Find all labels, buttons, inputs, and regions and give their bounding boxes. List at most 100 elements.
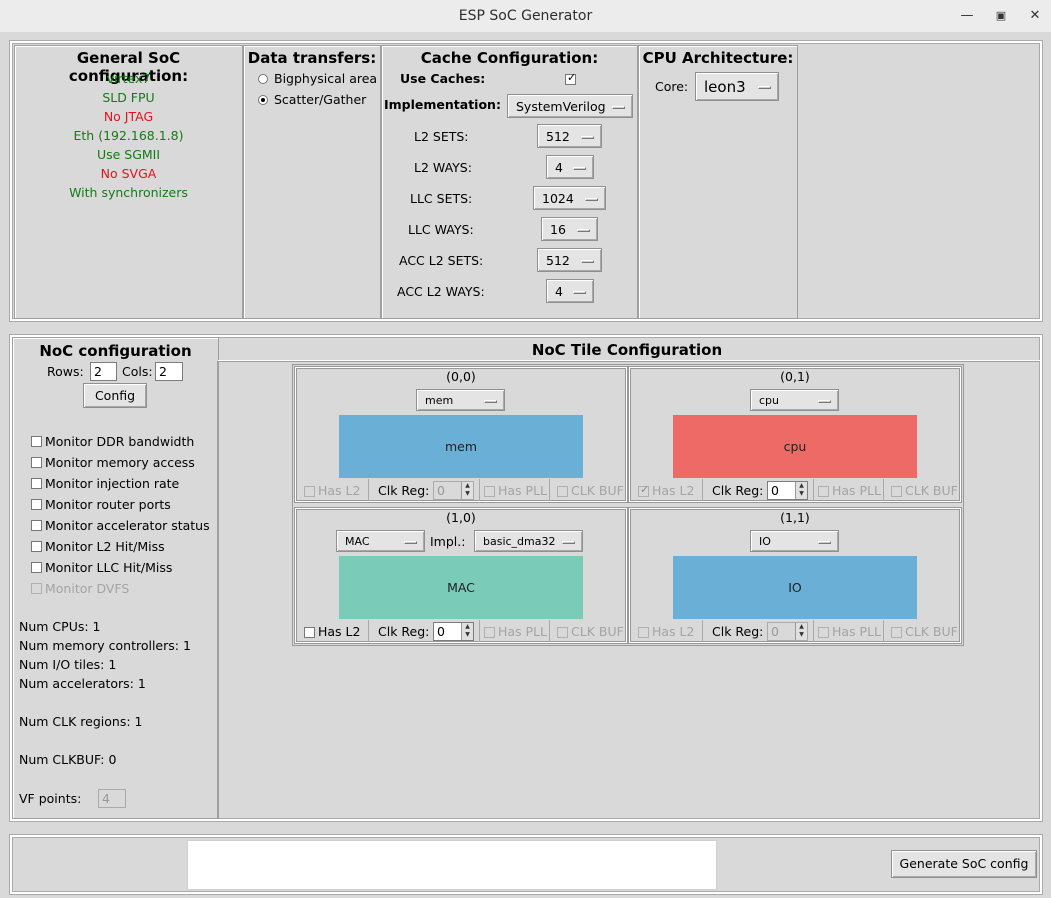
clk-reg-value: 0 (771, 624, 779, 639)
general-config-item: No JTAG (103, 109, 154, 124)
clk-reg-spinbox[interactable]: 0 ▲ ▼ (433, 622, 474, 641)
core-menu[interactable]: leon3 (695, 72, 779, 101)
general-config-panel: General SoC configuration: virtex7 SLD FP… (14, 45, 243, 319)
has-l2-label[interactable]: Has L2 (318, 624, 361, 639)
chevron-down-icon (562, 541, 575, 544)
chevron-down-icon (404, 541, 417, 544)
check-icon: ✓ (640, 483, 650, 496)
monitor-label[interactable]: Monitor accelerator status (45, 518, 210, 533)
tile-type-menu[interactable]: cpu (750, 389, 839, 411)
chevron-down-icon (818, 400, 831, 403)
monitor-checkbox[interactable] (31, 541, 42, 552)
monitor-label[interactable]: Monitor router ports (45, 497, 171, 512)
tile-config-title: NoC Tile Configuration (531, 341, 723, 359)
separator (479, 620, 480, 642)
rows-label: Rows: (47, 364, 84, 379)
window-title: ESP SoC Generator (458, 8, 593, 24)
spin-arrows-icon[interactable]: ▲ ▼ (795, 482, 807, 499)
implementation-menu[interactable]: SystemVerilog (507, 94, 633, 118)
tile-type-menu[interactable]: IO (750, 530, 839, 552)
monitor-checkbox[interactable] (31, 499, 42, 510)
l2-sets-label: L2 SETS: (414, 129, 469, 144)
radio-bigphysical-label[interactable]: Bigphysical area (274, 71, 378, 86)
general-config-item: Eth (192.168.1.8) (73, 128, 184, 143)
clk-buf-label: CLK BUF (905, 624, 958, 639)
has-pll-label: Has PLL (832, 624, 882, 639)
monitor-label[interactable]: Monitor LLC Hit/Miss (45, 560, 173, 575)
llc-sets-label: LLC SETS: (410, 191, 473, 206)
radio-scatter-gather-label[interactable]: Scatter/Gather (274, 92, 367, 107)
tile-impl-menu[interactable]: basic_dma32 (474, 530, 583, 552)
tile-io: (1,1) IO IO Has L2 Clk Reg: 0 ▲ ▼ Has PLL CLK BUF (628, 507, 962, 644)
monitor-label[interactable]: Monitor L2 Hit/Miss (45, 539, 165, 554)
monitor-checkbox (31, 583, 42, 594)
has-l2-label: Has L2 (652, 624, 695, 639)
spin-arrows-icon[interactable]: ▲ ▼ (461, 623, 473, 640)
separator (702, 620, 703, 642)
monitor-checkbox[interactable] (31, 436, 42, 447)
has-l2-checkbox: ✓ (638, 483, 650, 497)
tile-type-menu[interactable]: mem (416, 389, 505, 411)
num-mem-controllers: Num memory controllers: 1 (19, 638, 191, 653)
llc-sets-menu[interactable]: 1024 (533, 186, 606, 210)
radio-bigphysical[interactable] (258, 74, 268, 84)
generate-soc-config-button[interactable]: Generate SoC config (891, 850, 1037, 878)
tile-coord: (1,0) (446, 510, 476, 525)
tile-coord: (0,0) (446, 369, 476, 384)
acc-l2-sets-menu[interactable]: 512 (537, 248, 602, 272)
spin-arrows-icon[interactable]: ▲ ▼ (461, 482, 473, 499)
tile-type-menu[interactable]: MAC (336, 530, 425, 552)
chevron-down-icon (484, 400, 497, 403)
clk-reg-label: Clk Reg: (712, 483, 764, 498)
clk-reg-spinbox: 0 ▲ ▼ (433, 481, 474, 500)
monitor-checkbox[interactable] (31, 457, 42, 468)
tile-mac: (1,0) MAC Impl.: basic_dma32 MAC Has L2 Clk Re… (294, 507, 628, 644)
radio-scatter-gather[interactable] (258, 95, 268, 105)
close-icon[interactable]: ✕ (1029, 8, 1041, 23)
footer-section (9, 834, 1043, 895)
tile-color-block: mem (339, 415, 583, 478)
has-l2-label: Has L2 (318, 483, 361, 498)
monitor-checkbox[interactable] (31, 478, 42, 489)
implementation-value: SystemVerilog (516, 99, 606, 114)
core-value: leon3 (704, 78, 746, 96)
impl-label: Impl.: (430, 534, 466, 549)
l2-ways-menu[interactable]: 4 (546, 155, 594, 179)
data-transfers-title: Data transfers: (247, 49, 377, 67)
config-button[interactable]: Config (83, 383, 147, 408)
use-caches-checkbox[interactable]: ✓ (565, 71, 576, 85)
clk-reg-spinbox[interactable]: 0 ▲ ▼ (767, 481, 808, 500)
monitor-label[interactable]: Monitor memory access (45, 455, 195, 470)
monitor-label[interactable]: Monitor DDR bandwidth (45, 434, 195, 449)
has-l2-checkbox (304, 486, 315, 497)
monitor-label[interactable]: Monitor injection rate (45, 476, 180, 491)
monitor-checkbox[interactable] (31, 520, 42, 531)
maximize-icon[interactable]: ▣ (995, 9, 1007, 22)
tile-mem: (0,0) mem mem Has L2 Clk Reg: 0 ▲ ▼ Has PLL CLK B… (294, 366, 628, 503)
separator (813, 620, 814, 642)
separator (549, 479, 550, 501)
tile-type-value: MAC (345, 535, 370, 548)
has-pll-checkbox (818, 627, 829, 638)
clk-buf-checkbox (557, 627, 568, 638)
use-caches-label: Use Caches: (400, 71, 486, 86)
vf-points-label: VF points: (19, 791, 82, 806)
tile-config-area (217, 360, 1040, 819)
separator (883, 620, 884, 642)
has-pll-checkbox (484, 627, 495, 638)
monitor-checkbox[interactable] (31, 562, 42, 573)
acc-l2-ways-menu[interactable]: 4 (546, 279, 594, 303)
minimize-icon[interactable]: — (960, 8, 974, 23)
middle-section (9, 334, 1043, 822)
has-l2-checkbox[interactable] (304, 627, 315, 638)
cols-input[interactable]: 2 (155, 362, 183, 381)
num-clkbuf: Num CLKBUF: 0 (19, 752, 117, 767)
spin-arrows-icon[interactable]: ▲ ▼ (795, 623, 807, 640)
l2-sets-menu[interactable]: 512 (537, 124, 602, 148)
clk-reg-label: Clk Reg: (378, 483, 430, 498)
cache-config-title: Cache Configuration: (420, 49, 599, 67)
general-config-title: General SoC configuration: (68, 49, 189, 85)
tile-type-value: mem (425, 394, 454, 407)
llc-ways-menu[interactable]: 16 (541, 217, 598, 241)
rows-input[interactable]: 2 (90, 362, 117, 381)
